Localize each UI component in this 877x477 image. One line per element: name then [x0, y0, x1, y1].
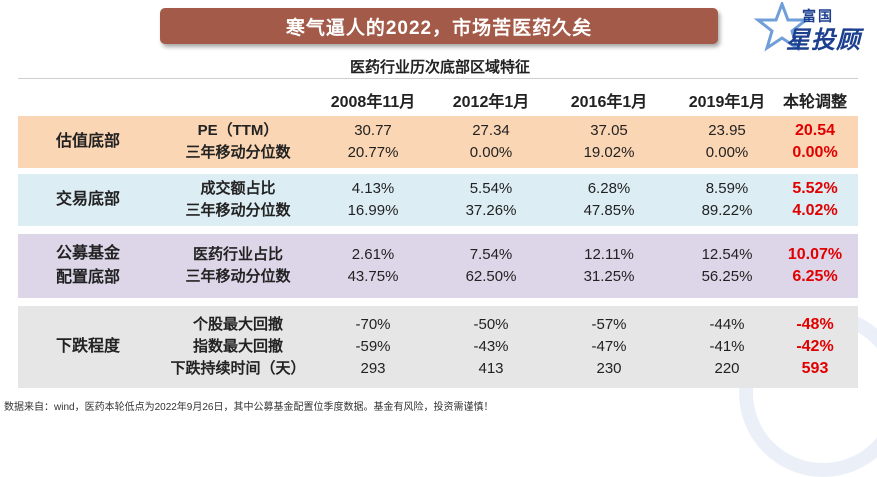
- value-cell: -43%: [473, 338, 509, 355]
- value-cell: 0.00%: [705, 144, 749, 161]
- value-cell: 19.02%: [583, 144, 635, 161]
- value-cell: -41%: [709, 338, 745, 355]
- table-row: 个股最大回撤 -70% -50% -57% -44% -48%: [18, 314, 858, 336]
- value-cell: 62.50%: [465, 268, 517, 285]
- value-cell: 20.77%: [347, 144, 399, 161]
- column-header: 2019年1月: [688, 94, 766, 111]
- value-cell: 7.54%: [469, 246, 513, 263]
- metric-label: 下跌持续时间（天）: [170, 360, 306, 377]
- current-value-cell: 4.02%: [792, 202, 838, 219]
- brand-top-text: 富国: [802, 8, 834, 24]
- current-value-cell: 593: [801, 360, 829, 377]
- band-label: 公募基金 配置底部: [55, 245, 120, 286]
- column-header: 2008年11月: [330, 94, 416, 111]
- value-cell: 413: [478, 360, 504, 377]
- value-cell: -47%: [591, 338, 627, 355]
- value-cell: 89.22%: [701, 202, 753, 219]
- column-header: 本轮调整: [782, 94, 847, 111]
- page-title: 寒气逼人的2022，市场苦医药久矣: [160, 8, 718, 44]
- value-cell: 37.05: [590, 122, 628, 139]
- value-cell: 37.26%: [465, 202, 517, 219]
- value-cell: 56.25%: [701, 268, 753, 285]
- value-cell: -57%: [591, 316, 627, 333]
- value-cell: 4.13%: [351, 180, 395, 197]
- table-band: 估值底部 PE（TTM） 30.77 27.34 37.05 23.95 20.54 三年移动…: [18, 116, 858, 168]
- metric-label: 指数最大回撤: [192, 338, 283, 355]
- brand-logo: 富国 星投顾: [752, 2, 872, 54]
- brand-main-text: 星投顾: [786, 27, 861, 54]
- metric-label: 三年移动分位数: [185, 144, 291, 161]
- metric-label: 医药行业占比: [192, 246, 283, 263]
- table-row: 成交额占比 4.13% 5.54% 6.28% 8.59% 5.52%: [18, 178, 858, 200]
- value-cell: 220: [714, 360, 740, 377]
- current-value-cell: 10.07%: [787, 246, 843, 263]
- metric-label: 三年移动分位数: [185, 268, 291, 285]
- table-row: 三年移动分位数 16.99% 37.26% 47.85% 89.22% 4.02%: [18, 200, 858, 222]
- table-row: 医药行业占比 2.61% 7.54% 12.11% 12.54% 10.07%: [18, 244, 858, 266]
- table-row: 三年移动分位数 43.75% 62.50% 31.25% 56.25% 6.25%: [18, 266, 858, 288]
- current-value-cell: -48%: [796, 316, 834, 333]
- value-cell: 31.25%: [583, 268, 635, 285]
- current-value-cell: 20.54: [794, 122, 836, 139]
- table-band: 下跌程度 个股最大回撤 -70% -50% -57% -44% -48% 指数最大回撤 -59%…: [18, 306, 858, 388]
- table-row: 指数最大回撤 -59% -43% -47% -41% -42%: [18, 336, 858, 358]
- table-band: 交易底部 成交额占比 4.13% 5.54% 6.28% 8.59% 5.52% 三年移动分位…: [18, 174, 858, 226]
- value-cell: 12.11%: [584, 246, 634, 263]
- value-cell: 230: [596, 360, 622, 377]
- metric-label: 三年移动分位数: [185, 202, 291, 219]
- metric-label: 个股最大回撤: [192, 316, 283, 333]
- value-cell: 5.54%: [469, 180, 513, 197]
- value-cell: 47.85%: [583, 202, 635, 219]
- band-label: 交易底部: [55, 191, 120, 208]
- current-value-cell: -42%: [796, 338, 834, 355]
- value-cell: 6.28%: [587, 180, 631, 197]
- value-cell: -59%: [355, 338, 391, 355]
- star-icon: [753, 2, 811, 52]
- column-header: 2016年1月: [570, 94, 648, 111]
- column-header: 2012年1月: [452, 94, 530, 111]
- value-cell: 12.54%: [701, 246, 753, 263]
- metric-label: PE（TTM）: [197, 122, 279, 139]
- caption-divider: [18, 78, 858, 79]
- value-cell: -50%: [473, 316, 509, 333]
- value-cell: 27.34: [472, 122, 510, 139]
- value-cell: 0.00%: [469, 144, 513, 161]
- current-value-cell: 6.25%: [792, 268, 838, 285]
- value-cell: 8.59%: [705, 180, 749, 197]
- metric-label: 成交额占比: [200, 180, 276, 197]
- value-cell: 43.75%: [347, 268, 399, 285]
- table-row: 下跌持续时间（天） 293 413 230 220 593: [18, 358, 858, 380]
- value-cell: 293: [360, 360, 386, 377]
- band-label: 下跌程度: [55, 338, 120, 355]
- value-cell: -70%: [355, 316, 391, 333]
- table-row: 三年移动分位数 20.77% 0.00% 19.02% 0.00% 0.00%: [18, 142, 858, 164]
- footnote: 数据来自：wind，医药本轮低点为2022年9月26日，其中公募基金配置位季度数…: [4, 402, 494, 413]
- table-header: 2008年11月 2012年1月 2016年1月 2019年1月 本轮调整: [18, 84, 858, 114]
- value-cell: -44%: [709, 316, 745, 333]
- table-caption: 医药行业历次底部区域特征: [349, 59, 530, 76]
- current-value-cell: 0.00%: [792, 144, 838, 161]
- value-cell: 23.95: [708, 122, 746, 139]
- band-label: 估值底部: [55, 133, 120, 150]
- value-cell: 2.61%: [351, 246, 395, 263]
- table-band: 公募基金 配置底部 医药行业占比 2.61% 7.54% 12.11% 12.54% 10.…: [18, 234, 858, 298]
- table-row: PE（TTM） 30.77 27.34 37.05 23.95 20.54: [18, 120, 858, 142]
- value-cell: 16.99%: [347, 202, 399, 219]
- current-value-cell: 5.52%: [792, 180, 838, 197]
- value-cell: 30.77: [354, 122, 392, 139]
